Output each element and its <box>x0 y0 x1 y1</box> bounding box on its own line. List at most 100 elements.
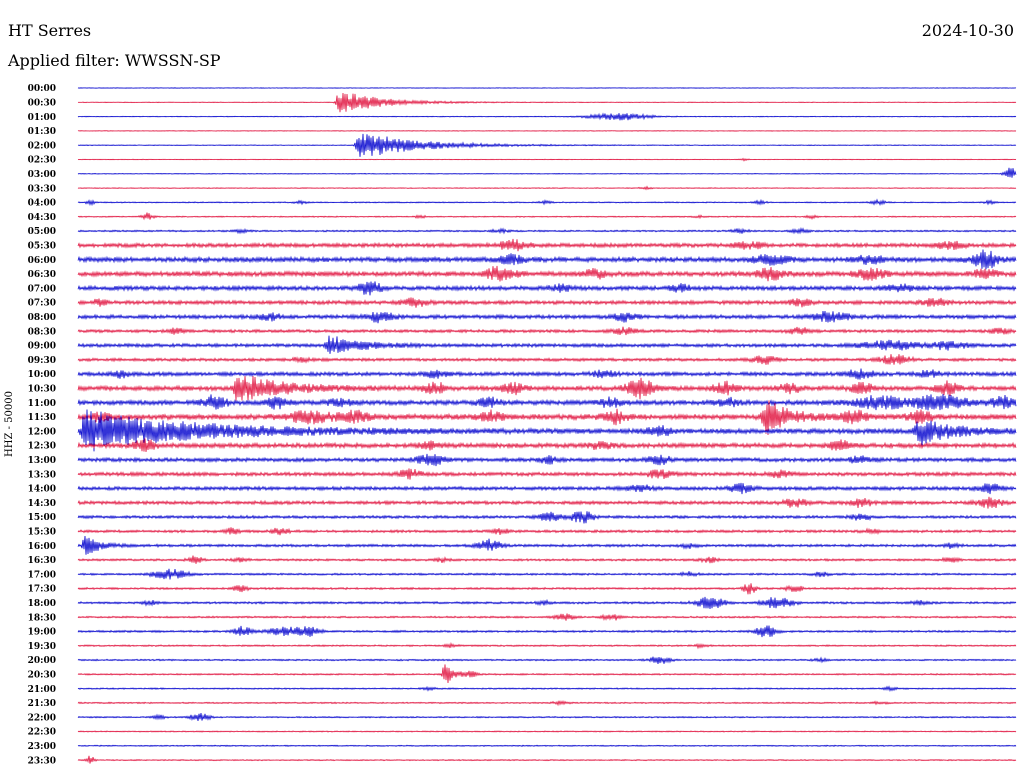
time-label: 17:00 <box>28 570 56 580</box>
trace-row-12-00 <box>77 409 1017 452</box>
time-label: 23:00 <box>28 742 56 752</box>
trace-row-08-30 <box>77 326 1017 336</box>
time-label: 23:30 <box>28 756 56 766</box>
trace-row-06-30 <box>77 265 1017 282</box>
time-label: 19:30 <box>28 642 56 652</box>
time-label: 05:00 <box>28 227 56 237</box>
trace-row-16-00 <box>77 535 1017 555</box>
time-label: 13:30 <box>28 470 56 480</box>
trace-row-09-00 <box>77 335 1017 354</box>
trace-row-20-30 <box>77 664 1017 684</box>
time-label: 03:00 <box>28 170 56 180</box>
time-label: 16:30 <box>28 556 56 566</box>
trace-row-10-00 <box>77 368 1017 380</box>
trace-row-17-00 <box>77 568 1017 580</box>
channel-scale-label: HHZ - 50000 <box>4 391 15 457</box>
trace-row-00-30 <box>77 92 1017 113</box>
trace-row-16-30 <box>77 555 1017 564</box>
time-label: 17:30 <box>28 585 56 595</box>
trace-row-18-00 <box>77 596 1017 610</box>
time-label: 18:30 <box>28 613 56 623</box>
trace-row-22-30 <box>77 730 1017 733</box>
time-label: 05:30 <box>28 242 56 252</box>
trace-row-23-00 <box>77 744 1017 747</box>
trace-row-19-30 <box>77 642 1017 650</box>
time-label: 21:00 <box>28 685 56 695</box>
time-label: 03:30 <box>28 184 56 194</box>
time-label: 07:30 <box>28 299 56 309</box>
trace-row-15-30 <box>77 527 1017 536</box>
trace-row-12-30 <box>77 438 1017 453</box>
time-label: 04:00 <box>28 199 56 209</box>
time-label: 01:00 <box>28 113 56 123</box>
time-label: 19:00 <box>28 628 56 638</box>
trace-row-11-00 <box>77 394 1017 411</box>
time-label: 22:30 <box>28 728 56 738</box>
time-label: 06:30 <box>28 270 56 280</box>
trace-row-08-00 <box>77 311 1017 324</box>
time-label: 15:00 <box>28 513 56 523</box>
trace-row-17-30 <box>77 583 1017 595</box>
time-label: 07:00 <box>28 284 56 294</box>
trace-row-00-00 <box>77 87 1017 89</box>
trace-row-14-00 <box>77 482 1017 495</box>
time-label: 08:30 <box>28 327 56 337</box>
time-label: 06:00 <box>28 256 56 266</box>
filter-label: Applied filter: WWSSN-SP <box>7 51 221 70</box>
trace-row-15-00 <box>77 511 1017 524</box>
trace-row-01-00 <box>77 112 1017 121</box>
trace-row-22-00 <box>77 712 1017 722</box>
trace-row-05-00 <box>77 227 1017 235</box>
trace-row-09-30 <box>77 354 1017 365</box>
time-label: 02:00 <box>28 141 56 151</box>
trace-row-02-00 <box>77 133 1017 157</box>
trace-rows <box>77 87 1017 764</box>
time-label: 18:00 <box>28 599 56 609</box>
trace-row-10-30 <box>77 375 1017 401</box>
time-label: 20:00 <box>28 656 56 666</box>
record-date: 2024-10-30 <box>922 21 1014 40</box>
trace-row-20-00 <box>77 656 1017 664</box>
time-label: 09:30 <box>28 356 56 366</box>
time-label: 08:00 <box>28 313 56 323</box>
time-label: 01:30 <box>28 127 56 137</box>
time-label: 11:00 <box>28 399 56 409</box>
trace-row-13-00 <box>77 453 1017 467</box>
trace-row-18-30 <box>77 613 1017 621</box>
trace-row-11-30 <box>77 400 1017 435</box>
time-axis-labels: 00:00 00:30 01:00 01:30 02:00 02:30 03:00 03:30… <box>28 84 56 766</box>
trace-row-21-30 <box>77 699 1017 707</box>
trace-row-05-30 <box>77 238 1017 252</box>
time-label: 20:30 <box>28 671 56 681</box>
trace-row-14-30 <box>77 496 1017 509</box>
time-label: 00:00 <box>28 84 56 94</box>
time-label: 21:30 <box>28 699 56 709</box>
time-label: 10:00 <box>28 370 56 380</box>
time-label: 15:30 <box>28 528 56 538</box>
trace-row-07-30 <box>77 297 1017 308</box>
trace-row-04-00 <box>77 198 1017 207</box>
trace-row-01-30 <box>77 130 1017 132</box>
time-label: 00:30 <box>28 99 56 109</box>
time-label: 16:00 <box>28 542 56 552</box>
time-label: 12:00 <box>28 427 56 437</box>
time-label: 10:30 <box>28 385 56 395</box>
trace-row-02-30 <box>77 157 1017 162</box>
time-label: 02:30 <box>28 156 56 166</box>
time-label: 14:30 <box>28 499 56 509</box>
trace-row-06-00 <box>77 249 1017 270</box>
trace-row-19-00 <box>77 625 1017 638</box>
trace-row-07-00 <box>77 281 1017 296</box>
station-name: HT Serres <box>8 21 91 40</box>
time-label: 13:00 <box>28 456 56 466</box>
time-label: 22:00 <box>28 713 56 723</box>
trace-row-04-30 <box>77 212 1017 221</box>
trace-row-03-30 <box>77 185 1017 191</box>
trace-row-03-00 <box>77 167 1017 178</box>
time-label: 12:30 <box>28 442 56 452</box>
trace-row-21-00 <box>77 685 1017 692</box>
time-label: 04:30 <box>28 213 56 223</box>
time-label: 09:00 <box>28 342 56 352</box>
